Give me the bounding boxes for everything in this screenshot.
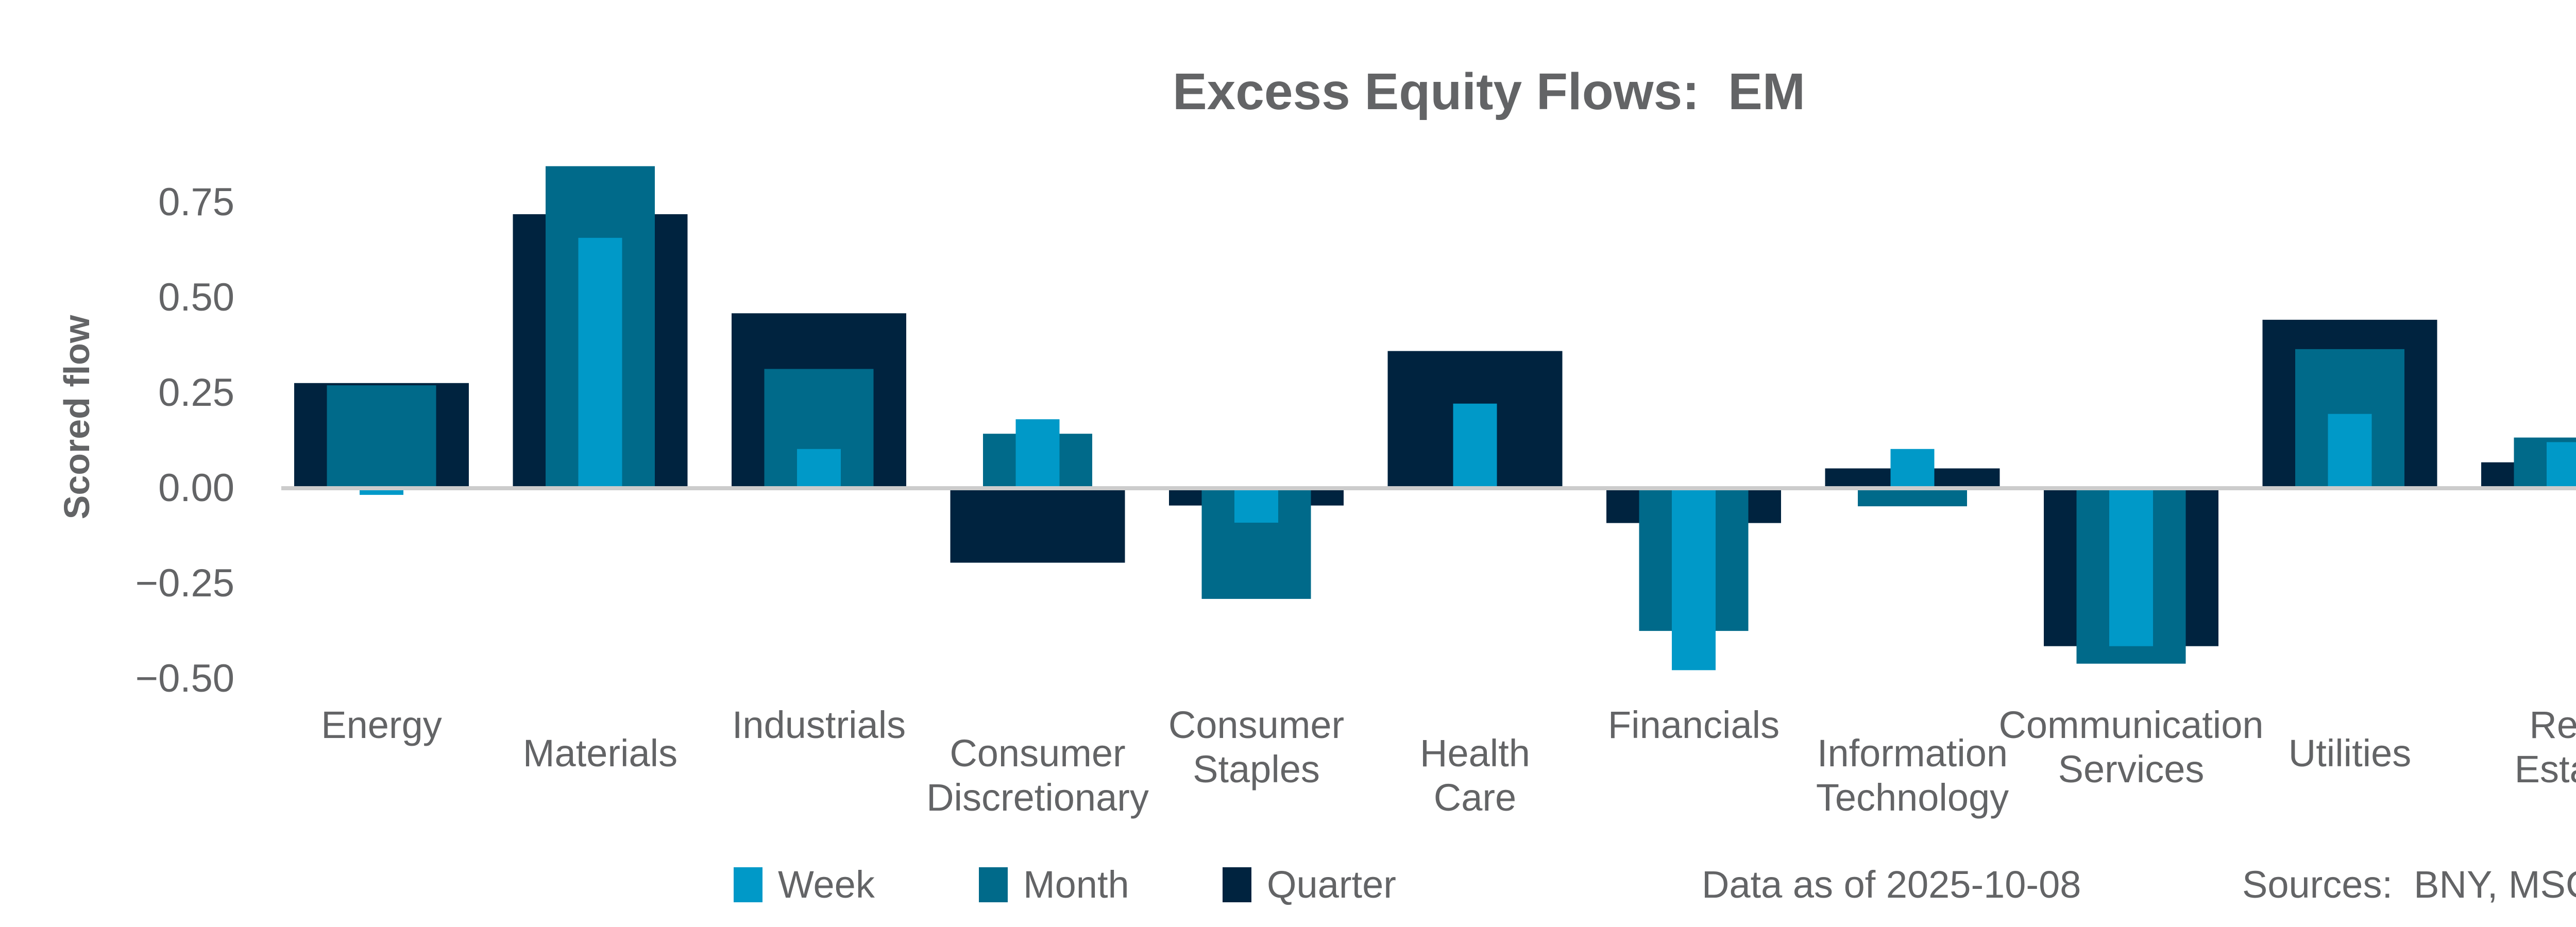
data-as-of-note: Data as of 2025-10-08 <box>1702 863 2081 906</box>
bar-group <box>732 313 906 486</box>
bar-group <box>2044 490 2218 664</box>
x-tick-label-line: Energy <box>321 703 442 746</box>
x-tick-label: Communication Services <box>1998 703 2263 792</box>
bar-week <box>2109 490 2153 646</box>
x-tick-label: Energy <box>321 703 442 747</box>
bar-week <box>360 490 403 495</box>
bar-week <box>1453 403 1497 486</box>
x-tick-label-line: Consumer <box>950 732 1126 775</box>
x-tick-label: Industrials <box>732 703 906 747</box>
bar-group <box>1606 490 1781 671</box>
x-tick-label-line: Financials <box>1607 703 1780 746</box>
legend-label-quarter: Quarter <box>1267 863 1396 906</box>
x-tick-label: Consumer Staples <box>1168 703 1344 792</box>
x-tick-label-line: Health <box>1420 732 1530 775</box>
bar-week <box>1234 490 1278 523</box>
y-tick-label: −0.50 <box>135 657 234 700</box>
bar-month <box>327 385 436 486</box>
x-tick-label-line: Staples <box>1193 748 1320 791</box>
zero-line <box>281 486 2576 490</box>
bar-group <box>950 419 1125 563</box>
x-tick-label: Information Technology <box>1816 731 2009 820</box>
bar-week <box>1890 449 1935 486</box>
x-tick-label-line: Communication <box>1998 703 2264 746</box>
chart-title: Excess Equity Flows: EM <box>1172 63 1806 121</box>
x-tick-label-line: Estate <box>2514 748 2576 791</box>
bar-month <box>1858 490 1967 507</box>
x-tick-label-line: Discretionary <box>926 776 1149 819</box>
legend-item-month[interactable]: Month <box>979 865 1129 904</box>
x-tick-label-line: Consumer <box>1168 703 1345 746</box>
y-tick-label: 0.25 <box>158 371 234 415</box>
x-tick-label-line: Information <box>1817 732 2008 775</box>
bar-group <box>2481 437 2576 486</box>
legend-swatch-month-icon <box>979 867 1008 902</box>
legend-item-week[interactable]: Week <box>734 865 875 904</box>
x-tick-label-line: Care <box>1433 776 1517 819</box>
legend-item-quarter[interactable]: Quarter <box>1223 865 1396 904</box>
x-tick-label-line: Materials <box>522 732 678 775</box>
x-tick-label-line: Services <box>2058 748 2205 791</box>
bar-group <box>513 166 688 486</box>
legend-swatch-quarter-icon <box>1223 867 1251 902</box>
y-tick-label: −0.25 <box>135 561 234 605</box>
y-tick-label: 0.75 <box>158 180 234 224</box>
x-tick-label: Materials <box>523 731 677 776</box>
y-tick-label: 0.50 <box>158 276 234 319</box>
x-tick-label: Utilities <box>2289 731 2411 776</box>
legend-swatch-week-icon <box>734 867 762 902</box>
legend-label-week: Week <box>778 863 875 906</box>
x-tick-label: Health Care <box>1420 731 1530 820</box>
bar-group <box>294 383 469 495</box>
sources-note: Sources: BNY, MSCI <box>2242 863 2576 906</box>
x-tick-label-line: Technology <box>1816 776 2009 819</box>
y-tick-label: 0.00 <box>158 466 234 510</box>
bar-group <box>2262 319 2437 486</box>
bar-group <box>1825 449 2000 507</box>
bar-quarter <box>950 490 1125 563</box>
x-tick-label-line: Industrials <box>732 703 906 746</box>
bar-week <box>1015 419 1060 486</box>
bar-week <box>578 237 622 486</box>
legend-label-month: Month <box>1023 863 1129 906</box>
bar-week <box>2547 442 2576 486</box>
x-tick-label-line: Real <box>2529 703 2576 746</box>
bar-group <box>1387 351 1563 486</box>
x-tick-label-line: Utilities <box>2288 732 2412 775</box>
x-tick-label: Consumer Discretionary <box>926 731 1149 820</box>
x-tick-label: Financials <box>1608 703 1780 747</box>
bar-group <box>1169 490 1344 599</box>
bar-week <box>1672 490 1716 671</box>
bar-week <box>797 449 841 486</box>
bar-week <box>2328 414 2372 486</box>
x-tick-label: RealEstate <box>2515 703 2576 792</box>
